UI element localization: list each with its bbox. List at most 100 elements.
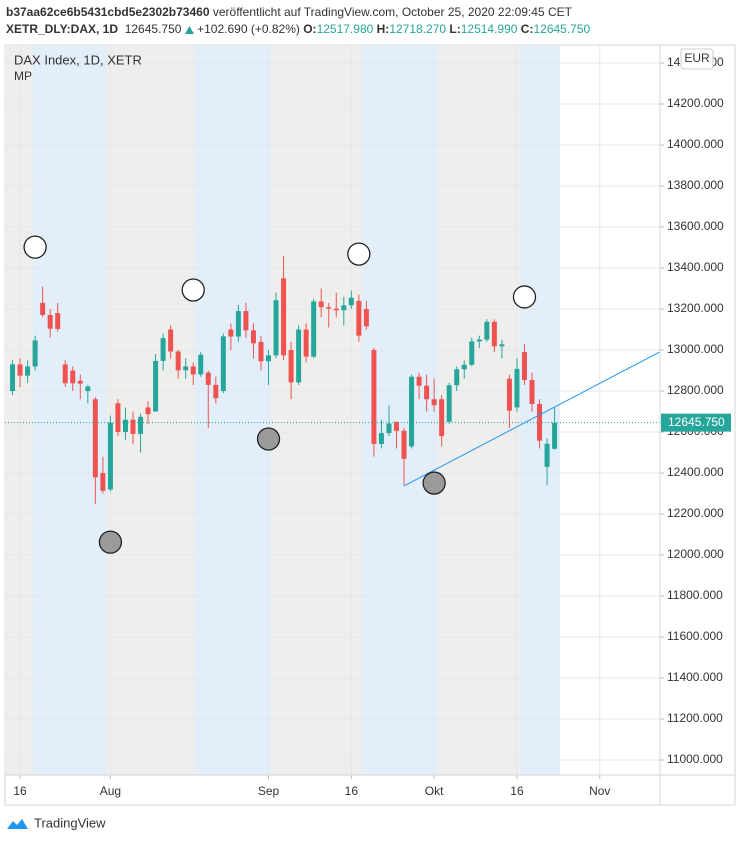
candle-body <box>461 364 467 370</box>
candle-body <box>348 297 354 306</box>
candle-body <box>514 368 520 408</box>
ohlc-value: 12517.980 <box>316 22 374 36</box>
plot: 11000.000 11200.000 11400.000 11600.000 1180… <box>5 45 724 798</box>
candle-body <box>356 300 362 336</box>
candle-body <box>491 321 497 347</box>
candle-body <box>273 300 279 356</box>
ohlc-value: 12514.990 <box>460 22 518 36</box>
author: b37aa62ce6b5431cbd5e2302b73460 <box>6 5 210 19</box>
x-tick-label: Sep <box>258 784 280 798</box>
legend-title: DAX Index, 1D, XETR <box>14 52 142 67</box>
y-tick-label: 11400.000 <box>667 670 723 684</box>
cycle-marker <box>422 471 446 495</box>
currency[interactable]: EUR <box>684 51 710 65</box>
candle-body <box>220 336 226 392</box>
candle-body <box>544 443 550 467</box>
candle-body <box>47 314 53 329</box>
logo <box>7 819 28 829</box>
ohlc-label: L: <box>449 22 461 36</box>
candle-body <box>378 433 384 444</box>
candle-body <box>213 384 219 399</box>
published: veröffentlicht auf TradingView.com, Octo… <box>212 5 572 19</box>
y-tick-label: 11600.000 <box>667 629 723 643</box>
candle-body <box>138 416 144 434</box>
y-tick-label: 12400.000 <box>667 465 724 479</box>
x-tick-label: 16 <box>13 784 27 798</box>
candle-body <box>32 340 38 367</box>
candle-body <box>243 311 249 331</box>
candle-body <box>115 403 121 433</box>
candle-body <box>476 339 482 342</box>
candle-body <box>85 386 91 392</box>
y-tick-label: 14000.000 <box>667 137 724 151</box>
candle-body <box>160 338 166 361</box>
candle-body <box>431 399 437 406</box>
cycle-marker <box>23 235 47 259</box>
candle-body <box>205 372 211 385</box>
candle-body <box>439 399 445 437</box>
up-arrow <box>184 25 194 34</box>
candle-body <box>446 385 452 422</box>
candle-body <box>100 473 106 491</box>
candle-body <box>10 364 16 392</box>
ohlc-label: C: <box>520 22 534 36</box>
x-tick-label: Aug <box>100 784 121 798</box>
candle-body <box>55 313 61 329</box>
candle-body <box>168 329 174 352</box>
header-line-2: XETR_DLY:DAX, 1D 12645.750 +102.690 (+0.… <box>6 22 590 36</box>
candle-body <box>341 305 347 311</box>
candle-body <box>70 370 76 384</box>
candle-body <box>145 407 151 415</box>
y-tick-label: 11200.000 <box>667 711 723 725</box>
candle-body <box>386 423 392 434</box>
y-tick-label: 12000.000 <box>667 547 724 561</box>
candle-body <box>258 341 264 362</box>
candle-body <box>303 329 309 357</box>
last-price-box <box>661 413 731 432</box>
candle-body <box>401 430 407 459</box>
x-tick-label: Okt <box>425 784 444 798</box>
candle-body <box>529 379 535 404</box>
candle-body <box>122 419 128 433</box>
x-tick-label: 16 <box>345 784 359 798</box>
last-price-label: 12645.750 <box>668 415 725 429</box>
candle-body <box>250 330 256 344</box>
candle-body <box>62 364 68 384</box>
y-tick-label: 12200.000 <box>667 506 724 520</box>
candle-body <box>393 421 399 431</box>
candle-body <box>333 308 339 311</box>
candle-body <box>153 360 159 412</box>
cycle-marker <box>512 285 537 309</box>
candle-body <box>552 422 558 449</box>
cycle-bands <box>5 45 560 775</box>
x-tick-label: 16 <box>510 784 524 798</box>
candle-body <box>371 350 377 444</box>
candle-body <box>77 380 83 384</box>
indicator-name: MP <box>14 69 32 83</box>
symbol: XETR_DLY:DAX, 1D <box>6 22 119 36</box>
last: 12645.750 <box>124 22 182 36</box>
currency-box[interactable] <box>680 48 714 70</box>
candle-body <box>175 351 181 371</box>
candle-body <box>107 422 113 490</box>
band <box>195 45 271 775</box>
candle-body <box>198 354 204 375</box>
candle-body <box>92 399 98 478</box>
candle-body <box>25 366 31 376</box>
candle-body <box>17 364 23 376</box>
candle-body <box>40 302 46 315</box>
cycle-marker <box>181 278 205 302</box>
y-tick-label: 13200.000 <box>667 301 724 315</box>
candle-body <box>409 376 415 447</box>
candle-body <box>183 366 189 371</box>
candle-body <box>499 344 505 347</box>
x-tick-label: Nov <box>589 784 610 798</box>
candle-body <box>288 350 294 383</box>
candle-body <box>311 301 317 357</box>
candle-body <box>521 352 527 380</box>
change: +102.690 (+0.82%) <box>197 22 300 36</box>
band <box>107 45 195 775</box>
header-line-1: b37aa62ce6b5431cbd5e2302b73460 veröffent… <box>6 5 572 19</box>
y-tick-label: 12800.000 <box>667 383 724 397</box>
